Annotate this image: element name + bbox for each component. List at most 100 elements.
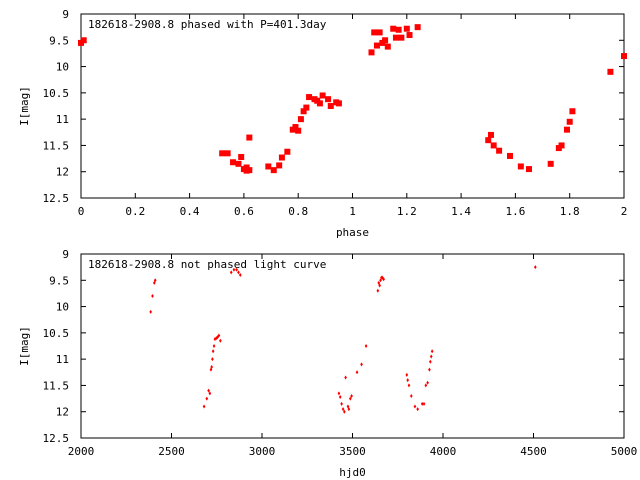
data-point (429, 354, 433, 359)
y-tick-label: 12.5 (43, 432, 70, 445)
x-tick-label: 1.4 (451, 205, 471, 218)
data-point (207, 388, 210, 393)
y-tick-label: 10.5 (43, 87, 70, 100)
data-point (344, 375, 347, 380)
data-point (355, 370, 359, 375)
data-point (80, 37, 87, 44)
y-tick-label: 10 (56, 61, 69, 74)
chart-title: 182618-2908.8 not phased light curve (88, 258, 326, 271)
data-point (212, 344, 216, 348)
data-point (403, 25, 410, 32)
y-tick-label: 9 (62, 248, 69, 261)
data-point (525, 166, 532, 173)
data-point (297, 116, 304, 123)
data-point (420, 401, 424, 406)
data-point (341, 407, 345, 412)
data-point (278, 154, 285, 161)
data-point (621, 53, 627, 60)
data-point (371, 29, 378, 36)
data-point (382, 37, 389, 44)
data-point (566, 118, 573, 125)
data-point (409, 393, 413, 398)
data-point (270, 167, 277, 174)
y-tick-label: 12 (56, 166, 69, 179)
data-point (316, 100, 323, 107)
data-point (377, 280, 381, 285)
data-point (208, 391, 212, 396)
x-tick-label: 2000 (68, 445, 95, 458)
data-point (398, 34, 405, 41)
y-axis-label: I[mag] (18, 86, 31, 126)
data-point (149, 309, 153, 314)
data-point (376, 288, 380, 293)
chart-title: 182618-2908.8 phased with P=401.3day (88, 18, 327, 31)
data-point (485, 137, 492, 144)
data-point (533, 265, 537, 270)
data-point (426, 380, 429, 385)
data-point (338, 394, 342, 399)
data-point (373, 42, 380, 49)
y-axis-label: I[mag] (18, 326, 31, 366)
phased-light-curve-chart: 182618-2908.8 phased with P=401.3day pha… (18, 8, 627, 239)
data-point (487, 131, 494, 138)
data-point (378, 283, 381, 288)
data-point (211, 357, 214, 362)
data-point (284, 148, 291, 155)
data-point (392, 34, 399, 41)
data-point (428, 367, 431, 372)
y-tick-label: 11.5 (43, 379, 70, 392)
data-point (416, 407, 419, 412)
data-point (276, 162, 283, 169)
data-point (340, 401, 343, 406)
y-tick-label: 9 (62, 8, 69, 21)
data-point (219, 150, 226, 157)
x-tick-label: 1.8 (560, 205, 580, 218)
x-tick-label: 1.6 (505, 205, 525, 218)
data-point (335, 100, 342, 107)
data-point (390, 25, 397, 32)
y-tick-label: 11 (56, 353, 69, 366)
y-tick-label: 10 (56, 301, 69, 314)
data-point (211, 349, 215, 354)
data-point (319, 92, 326, 99)
x-tick-label: 0 (78, 205, 85, 218)
data-point (235, 267, 238, 272)
data-point (238, 153, 245, 160)
data-point (217, 333, 221, 338)
data-point (229, 270, 233, 275)
data-point (151, 294, 154, 299)
data-point (413, 404, 417, 409)
data-point (343, 409, 346, 414)
y-tick-label: 9.5 (49, 274, 69, 287)
data-point (360, 362, 363, 367)
data-point (202, 404, 206, 409)
data-point (376, 29, 383, 36)
data-point (235, 160, 242, 167)
x-tick-label: 4500 (520, 445, 547, 458)
x-tick-label: 0.4 (180, 205, 200, 218)
data-point (381, 275, 384, 280)
x-tick-label: 0.6 (234, 205, 254, 218)
x-axis-label: hjd0 (339, 466, 366, 479)
y-tick-label: 11.5 (43, 139, 70, 152)
data-point (224, 150, 231, 157)
data-point (424, 383, 428, 388)
x-axis-label: phase (336, 226, 369, 239)
data-point (406, 32, 413, 39)
y-tick-label: 12 (56, 406, 69, 419)
data-point (384, 43, 391, 50)
x-tick-label: 3500 (339, 445, 366, 458)
x-tick-label: 0.8 (288, 205, 308, 218)
data-point (379, 278, 382, 283)
data-point (295, 127, 302, 134)
data-point (325, 96, 332, 103)
data-point (292, 124, 299, 131)
ticks-group: 0 0.2 0.4 0.6 0.8 1 1.2 1.4 1.6 1.8 2 9 9.5 10 10.5 11 1… (43, 8, 628, 218)
data-point (219, 338, 222, 343)
data-point (428, 359, 432, 364)
data-point (607, 68, 614, 75)
y-tick-label: 10.5 (43, 327, 70, 340)
data-points-group (149, 265, 537, 414)
